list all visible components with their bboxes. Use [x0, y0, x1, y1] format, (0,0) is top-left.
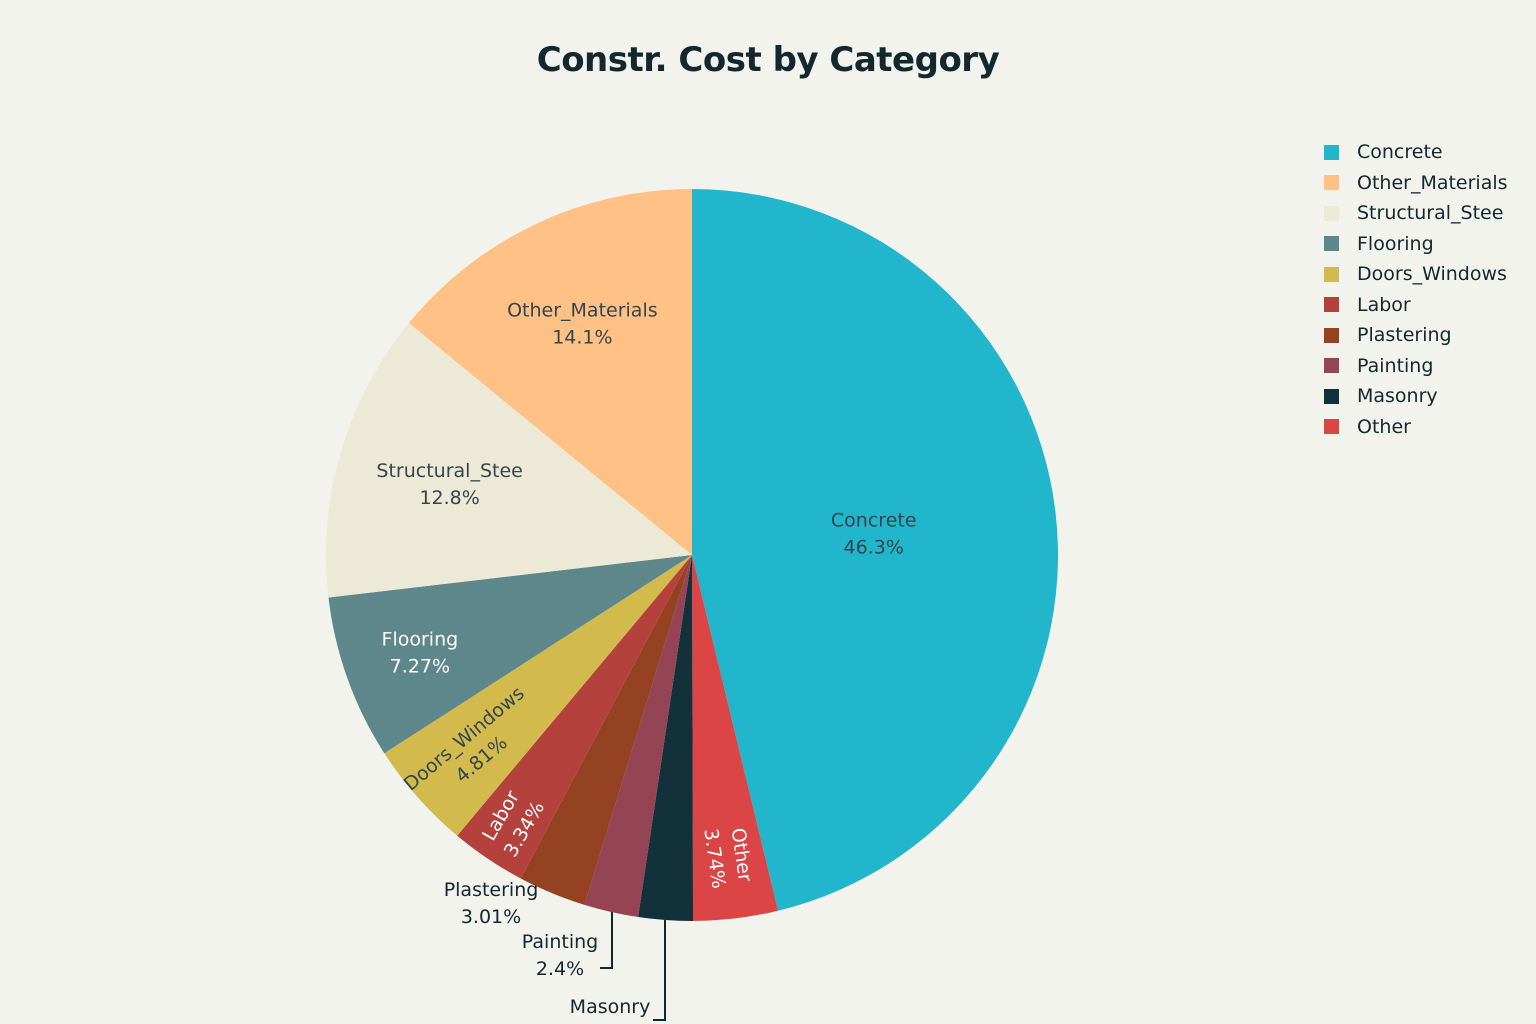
legend-label: Painting	[1357, 354, 1434, 377]
slice-other	[692, 555, 779, 921]
slice-name-text: Other_Materials	[507, 299, 658, 321]
slice-doors-windows	[384, 555, 692, 836]
slice-plastering	[520, 555, 692, 905]
legend-label: Doors_Windows	[1357, 263, 1507, 286]
leader-line-painting	[600, 912, 613, 969]
legend-swatch	[1324, 236, 1339, 252]
legend-swatch	[1324, 327, 1339, 343]
chart-title: Constr. Cost by Category	[536, 40, 1000, 80]
legend-swatch	[1324, 297, 1339, 313]
legend-item-painting[interactable]: Painting	[1324, 351, 1508, 382]
leader-line-masonry	[653, 920, 666, 1021]
legend-label: Labor	[1357, 293, 1411, 316]
slice-other-materials	[408, 189, 692, 555]
slice-name-text: Flooring	[382, 629, 459, 651]
legend-label: Concrete	[1357, 141, 1443, 164]
slice-name-text: Structural_Stee	[376, 460, 522, 482]
legend-item-doors-windows[interactable]: Doors_Windows	[1324, 259, 1508, 290]
slice-label-flooring: Flooring 7.27%	[382, 629, 459, 678]
slice-masonry	[638, 555, 694, 921]
slice-name-text: Plastering	[444, 879, 539, 901]
slice-value-text: 12.8%	[419, 487, 479, 509]
slice-label-masonry: Masonry	[570, 996, 651, 1018]
slice-value-text: 46.3%	[844, 536, 904, 558]
legend-swatch	[1324, 205, 1339, 221]
slice-name-text: Masonry	[570, 996, 651, 1018]
slice-label-concrete: Concrete 46.3%	[831, 509, 917, 558]
slice-label-painting: Painting 2.4%	[522, 931, 598, 980]
legend-label: Flooring	[1357, 232, 1434, 255]
slice-flooring	[328, 555, 692, 754]
slice-concrete	[692, 189, 1058, 911]
slice-label-structural-stee: Structural_Stee 12.8%	[376, 460, 522, 509]
slice-value-text: 2.4%	[536, 958, 584, 980]
slice-value-text: 3.01%	[461, 906, 521, 928]
legend-label: Masonry	[1357, 385, 1438, 408]
legend-swatch	[1324, 388, 1339, 404]
legend-swatch	[1324, 266, 1339, 282]
legend-item-labor[interactable]: Labor	[1324, 290, 1508, 321]
pie-slices	[325, 189, 1058, 921]
legend: Concrete Other_Materials Structural_Stee Fl…	[1324, 137, 1508, 442]
slice-value-text: 7.27%	[390, 656, 450, 678]
legend-swatch	[1324, 419, 1339, 435]
slice-painting	[584, 555, 692, 918]
leader-lines	[600, 912, 666, 1021]
slice-name-text: Concrete	[831, 509, 917, 531]
legend-item-flooring[interactable]: Flooring	[1324, 229, 1508, 260]
legend-item-other[interactable]: Other	[1324, 412, 1508, 443]
slice-value-text: 14.1%	[552, 326, 612, 348]
slice-name-text: Painting	[522, 931, 598, 953]
legend-item-concrete[interactable]: Concrete	[1324, 137, 1508, 168]
slice-label-other-materials: Other_Materials 14.1%	[507, 299, 658, 348]
legend-item-other-materials[interactable]: Other_Materials	[1324, 168, 1508, 199]
legend-swatch	[1324, 175, 1339, 191]
legend-item-structural-stee[interactable]: Structural_Stee	[1324, 198, 1508, 229]
legend-label: Other	[1357, 415, 1411, 438]
legend-swatch	[1324, 358, 1339, 374]
legend-label: Other_Materials	[1357, 171, 1508, 194]
slice-labor	[457, 555, 692, 879]
legend-item-plastering[interactable]: Plastering	[1324, 320, 1508, 351]
slice-structural-stee	[325, 323, 692, 598]
legend-label: Plastering	[1357, 324, 1452, 347]
legend-swatch	[1324, 144, 1339, 160]
legend-label: Structural_Stee	[1357, 202, 1504, 225]
legend-item-masonry[interactable]: Masonry	[1324, 381, 1508, 412]
slice-label-plastering: Plastering 3.01%	[444, 879, 539, 928]
